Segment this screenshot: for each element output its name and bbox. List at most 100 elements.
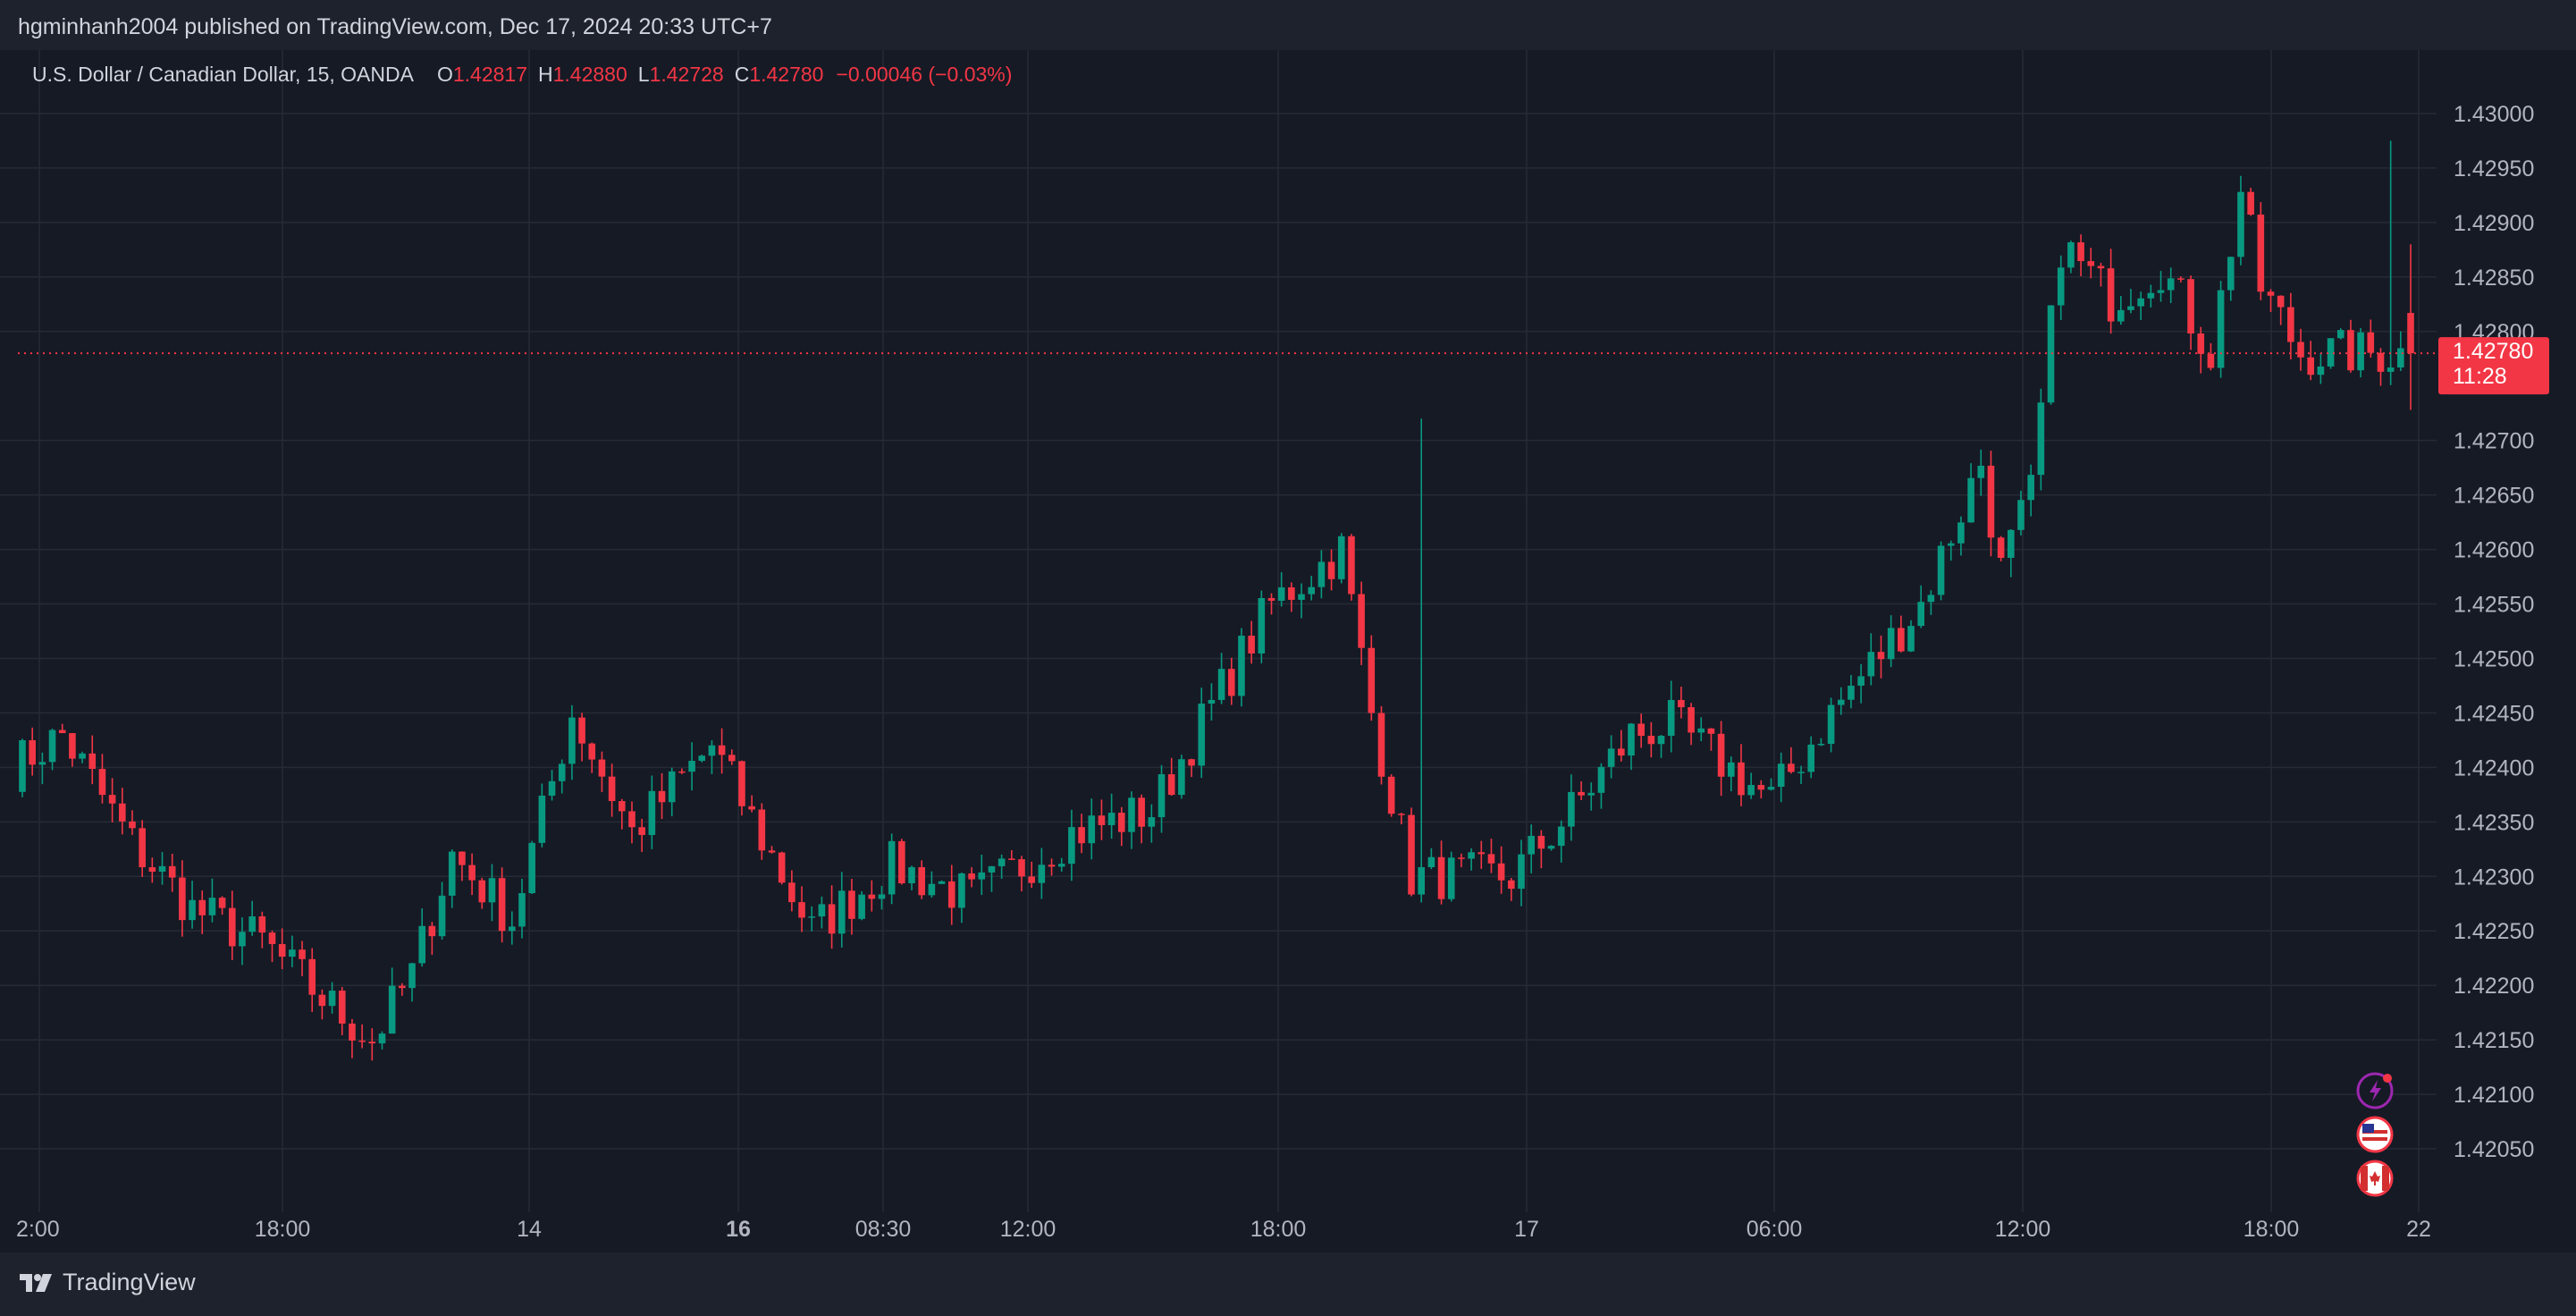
candle-down [139,828,146,868]
candle-up [1148,817,1156,827]
candle-up [858,894,865,919]
candle-up [518,892,526,927]
candle-up [1867,652,1875,677]
chart-legend: U.S. Dollar / Canadian Dollar, 15, OANDA… [32,63,1012,87]
candle-down [2367,332,2375,353]
time-tick-label: 06:00 [1747,1217,1803,1242]
canada-flag-icon[interactable] [2356,1160,2394,1197]
candle-down [2257,215,2265,292]
price-tick-label: 1.42600 [2454,538,2534,563]
candle-down [848,890,855,919]
candle-down [399,985,406,989]
price-tick-label: 1.42900 [2454,211,2534,236]
candle-down [1477,852,1486,855]
candle-up [1068,827,1075,865]
candle-down [2277,295,2285,308]
candle-up [2067,242,2075,268]
symbol-title: U.S. Dollar / Canadian Dollar, 15, OANDA [32,63,414,86]
candle-up [698,755,706,762]
candle-up [838,890,846,934]
open-label: O [436,63,453,86]
price-tick-label: 1.42300 [2454,865,2534,890]
candle-up [1927,595,1935,603]
candle-up [1777,763,1785,788]
candle-down [428,925,436,937]
candle-down [1537,835,1545,849]
close-value: 1.42780 [749,63,824,86]
candle-down [1188,759,1195,766]
time-tick-label: 18:00 [2243,1217,2300,1242]
candle-up [1747,785,1755,796]
candle-down [748,806,755,810]
candle-down [678,771,686,773]
candle-up [248,915,256,932]
candle-up [1208,699,1216,704]
change-value: −0.00046 (−0.03%) [836,63,1013,86]
candle-up [928,883,936,896]
lightning-event-icon[interactable] [2356,1072,2394,1109]
candle-up [1427,856,1435,867]
candle-down [1437,856,1445,899]
price-tick-label: 1.42200 [2454,974,2534,999]
candle-up [2357,332,2364,371]
current-price-label: 1.42780 [2453,339,2533,364]
candle-up [688,761,695,772]
candle-up [1518,854,1525,890]
candle-up [2237,191,2244,257]
candle-down [2177,278,2185,280]
candle-down [788,882,796,903]
time-axis: 2:00 18:00 14 16 08:30 12:00 18:00 17 06:00 12:00… [16,1217,2431,1242]
candle-up [208,898,216,915]
candle-up [1837,699,1845,705]
candle-down [119,803,126,822]
tradingview-logo[interactable]: TradingView [18,1269,196,1296]
candle-down [1898,628,1905,652]
candle-up [1957,522,1965,544]
candle-down [2207,353,2215,368]
candle-up [2037,402,2045,476]
candle-up [438,895,446,937]
us-flag-icon[interactable] [2356,1116,2394,1153]
candle-up [2397,348,2404,368]
candle-down [1138,797,1145,827]
candle-up [418,925,425,964]
candle-up [1917,602,1924,627]
candle-up [1107,813,1115,825]
candle-up [818,904,826,917]
candle-up [1057,864,1065,867]
candle-down [868,894,876,899]
candle-down [358,1040,366,1042]
candle-up [328,991,336,1007]
candle-down [278,943,286,957]
candle-up [878,894,886,899]
candle-up [19,739,26,792]
candle-down [88,753,97,770]
candle-down [658,790,666,803]
candle-down [619,801,626,812]
candle-down [1387,776,1395,814]
candle-up [1817,743,1825,746]
candle-up [1857,676,1865,686]
candle-down [768,850,776,853]
candle-down [478,880,486,903]
candle-up [1217,669,1225,700]
candle-up [48,730,56,763]
candle-up [1767,787,1775,790]
candle-up [2327,338,2335,367]
tradingview-logo-icon [20,1273,52,1292]
candle-up [1088,815,1096,844]
price-tick-label: 1.42350 [2454,810,2534,835]
candlestick-chart[interactable]: 1.430001.429501.429001.428501.428001.427… [0,50,2576,1253]
candle-down [947,881,955,908]
candle-up [448,851,456,896]
candle-up [648,790,656,835]
candle-up [1848,685,1855,700]
candle-up [1337,536,1345,579]
chart-frame[interactable]: 1.43000 1.42950 1.42900 1.42850 1.42800 1.427… [0,50,2576,1253]
candle-up [1317,561,1326,587]
candle-down [2097,266,2105,269]
candle-up [1557,826,1565,847]
candle-up [528,842,535,893]
candle-down [1398,814,1405,815]
candle-down [1078,827,1085,844]
